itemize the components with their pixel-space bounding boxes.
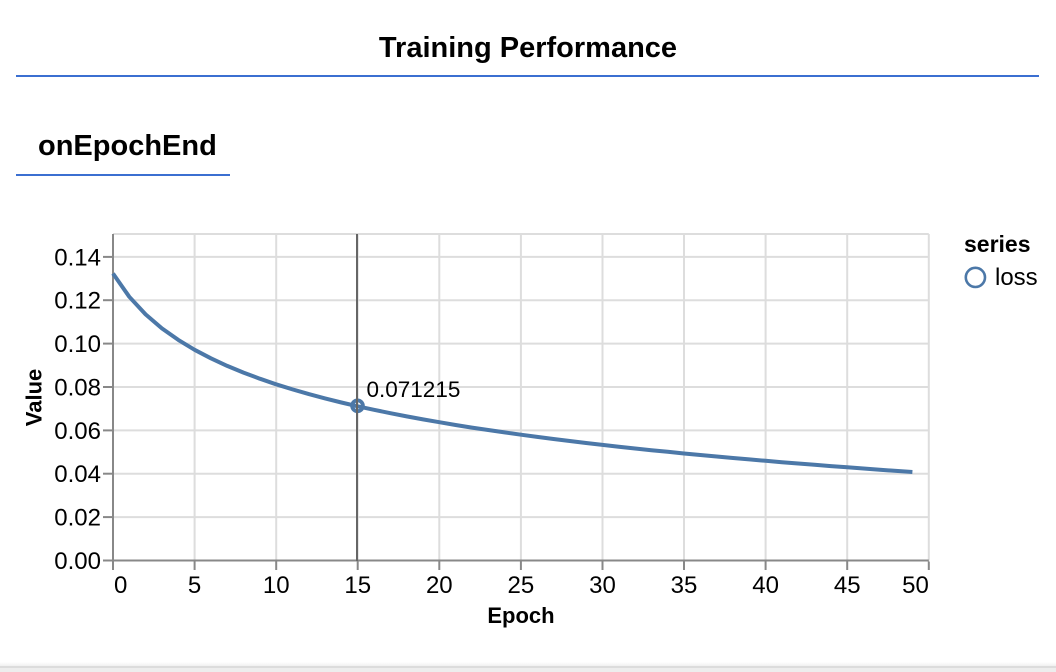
svg-text:0: 0	[114, 572, 127, 599]
svg-text:0.02: 0.02	[54, 505, 101, 532]
svg-text:0.14: 0.14	[54, 244, 101, 271]
svg-text:0.00: 0.00	[54, 548, 101, 575]
svg-text:series: series	[964, 231, 1031, 257]
svg-text:40: 40	[752, 572, 779, 599]
svg-text:loss: loss	[995, 264, 1038, 291]
svg-text:0.12: 0.12	[54, 288, 101, 315]
svg-text:35: 35	[671, 572, 698, 599]
svg-text:25: 25	[508, 572, 535, 599]
svg-text:20: 20	[426, 572, 453, 599]
svg-text:10: 10	[263, 572, 290, 599]
svg-text:5: 5	[188, 572, 201, 599]
svg-text:30: 30	[589, 572, 616, 599]
svg-text:50: 50	[902, 572, 929, 599]
svg-text:15: 15	[344, 572, 371, 599]
svg-text:0.06: 0.06	[54, 418, 101, 445]
svg-text:0.071215: 0.071215	[367, 377, 461, 402]
svg-text:0.10: 0.10	[54, 331, 101, 358]
svg-text:Value: Value	[22, 369, 47, 426]
svg-text:Epoch: Epoch	[487, 603, 554, 628]
svg-text:0.04: 0.04	[54, 461, 101, 488]
svg-text:0.08: 0.08	[54, 375, 101, 402]
svg-text:45: 45	[834, 572, 861, 599]
